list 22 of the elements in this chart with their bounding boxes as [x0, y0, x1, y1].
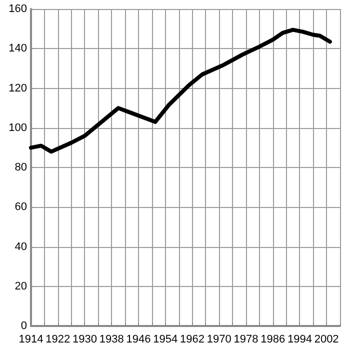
x-tick-label: 1970	[206, 334, 232, 346]
line-series	[29, 28, 332, 154]
x-tick-label: 1946	[126, 334, 151, 346]
x-tick-label: 1986	[260, 334, 286, 346]
x-tick-label: 1938	[99, 334, 124, 346]
x-tick-label: 1954	[153, 334, 178, 346]
y-tick-label: 140	[8, 42, 27, 55]
y-tick-label: 100	[8, 122, 27, 134]
x-tick-label: 1930	[72, 334, 97, 346]
y-tick-label: 20	[14, 280, 27, 292]
x-tick-label: 1994	[287, 334, 312, 346]
x-tick-label: 1914	[18, 334, 44, 346]
x-tick-label: 1962	[180, 334, 204, 346]
x-tick-label: 1978	[234, 334, 258, 346]
y-tick-label: 160	[8, 3, 27, 15]
y-tick-label: 60	[14, 201, 27, 214]
y-tick-label: 120	[8, 82, 27, 94]
x-tick-label: 2002	[314, 334, 339, 346]
y-tick-label: 0	[20, 320, 27, 332]
y-tick-label: 80	[14, 162, 27, 174]
y-tick-label: 40	[14, 240, 27, 253]
x-tick-label: 1922	[46, 334, 70, 346]
